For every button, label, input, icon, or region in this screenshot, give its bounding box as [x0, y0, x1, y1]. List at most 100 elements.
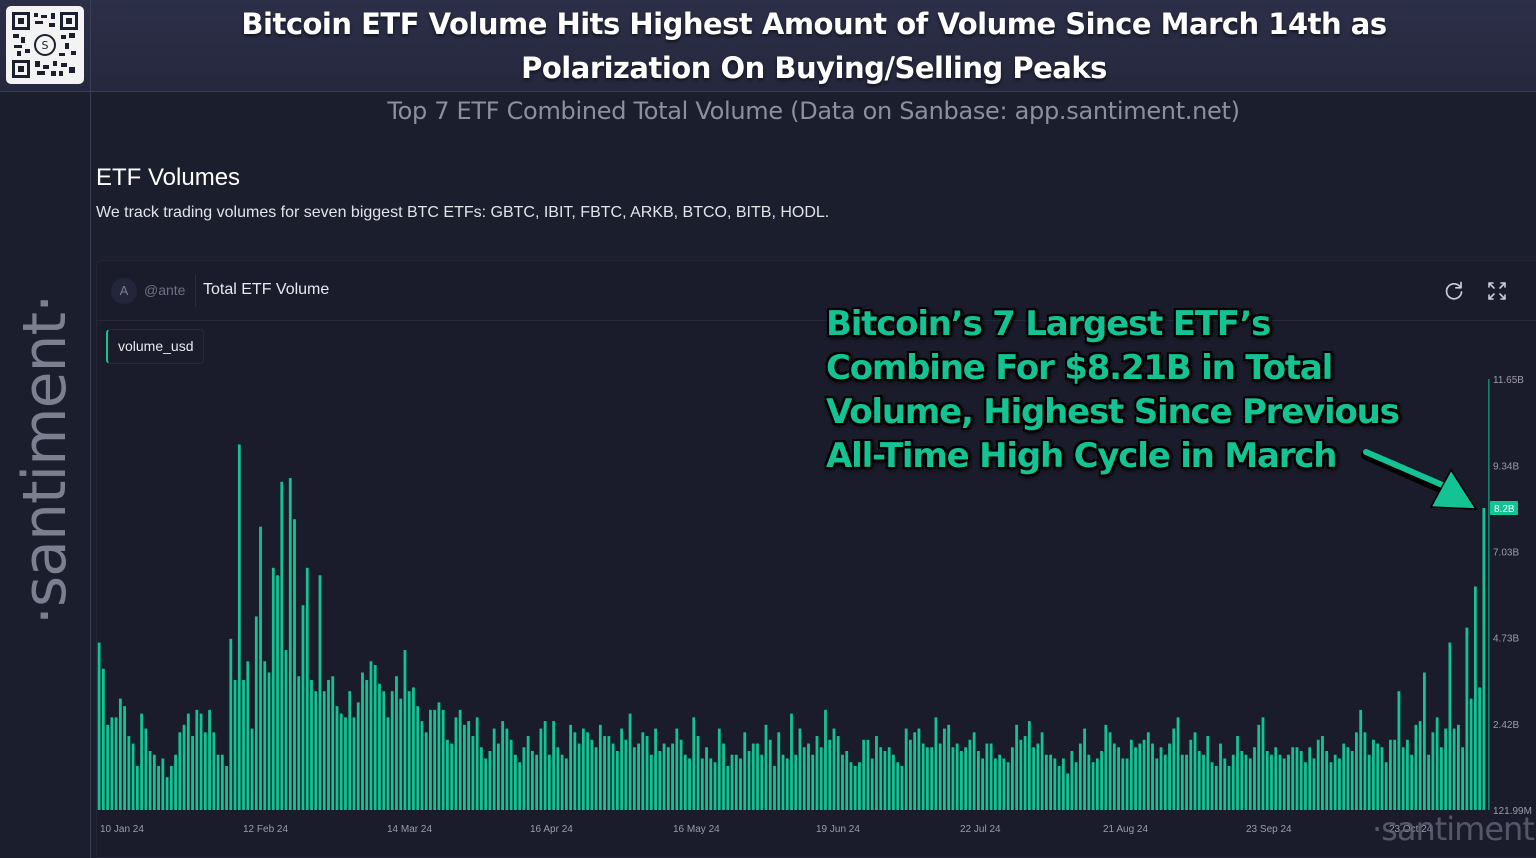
- volume-bar[interactable]: [161, 758, 165, 810]
- volume-bar[interactable]: [165, 777, 169, 810]
- volume-bar[interactable]: [1202, 754, 1205, 810]
- volume-bar[interactable]: [1087, 754, 1091, 810]
- volume-bar[interactable]: [564, 758, 568, 810]
- volume-bar[interactable]: [492, 728, 496, 810]
- volume-bar[interactable]: [1414, 724, 1418, 810]
- volume-bar[interactable]: [437, 702, 441, 810]
- volume-bar[interactable]: [225, 765, 228, 810]
- volume-bar[interactable]: [615, 751, 619, 810]
- volume-bar[interactable]: [1066, 773, 1069, 810]
- volume-bar[interactable]: [853, 765, 857, 810]
- volume-bar[interactable]: [1138, 743, 1142, 810]
- volume-bar[interactable]: [110, 717, 114, 810]
- volume-bar[interactable]: [1210, 762, 1214, 810]
- volume-bar[interactable]: [1359, 709, 1363, 810]
- volume-bar[interactable]: [666, 747, 670, 810]
- volume-bar[interactable]: [955, 743, 959, 810]
- volume-bar[interactable]: [1057, 765, 1061, 810]
- volume-bar[interactable]: [254, 616, 258, 810]
- volume-bar[interactable]: [1155, 758, 1159, 810]
- volume-bar[interactable]: [314, 691, 318, 810]
- volume-bar[interactable]: [1168, 743, 1171, 810]
- volume-bar[interactable]: [1295, 747, 1299, 810]
- volume-bar[interactable]: [1146, 732, 1150, 810]
- volume-bar[interactable]: [1172, 728, 1176, 810]
- volume-bar[interactable]: [688, 758, 691, 810]
- volume-bar[interactable]: [318, 575, 322, 810]
- volume-bar[interactable]: [467, 721, 471, 810]
- volume-bar[interactable]: [1465, 627, 1469, 810]
- volume-bar[interactable]: [471, 736, 475, 810]
- volume-bar[interactable]: [683, 754, 687, 810]
- volume-bar[interactable]: [403, 650, 407, 810]
- volume-bar[interactable]: [480, 747, 483, 810]
- volume-bar[interactable]: [1091, 762, 1095, 810]
- volume-bar[interactable]: [1401, 747, 1405, 810]
- volume-bar[interactable]: [972, 732, 976, 810]
- volume-bar[interactable]: [1206, 736, 1210, 810]
- volume-bar[interactable]: [628, 713, 632, 810]
- volume-bar[interactable]: [573, 732, 577, 810]
- volume-bar[interactable]: [101, 668, 105, 810]
- volume-bar[interactable]: [798, 728, 802, 810]
- volume-bar[interactable]: [654, 728, 657, 810]
- volume-bar[interactable]: [913, 732, 917, 810]
- volume-bar[interactable]: [348, 691, 352, 810]
- metric-chip-volume-usd[interactable]: volume_usd: [106, 329, 204, 364]
- volume-bar[interactable]: [271, 567, 275, 810]
- volume-bar[interactable]: [1044, 754, 1048, 810]
- volume-bar[interactable]: [1376, 743, 1380, 810]
- volume-bar[interactable]: [186, 713, 190, 810]
- volume-bar[interactable]: [1363, 732, 1367, 810]
- volume-bar[interactable]: [1142, 739, 1146, 810]
- volume-bar[interactable]: [730, 754, 734, 810]
- volume-bar[interactable]: [178, 732, 182, 810]
- volume-bar[interactable]: [1329, 762, 1333, 810]
- volume-bar[interactable]: [148, 751, 152, 810]
- volume-bar[interactable]: [1129, 739, 1133, 810]
- volume-bar[interactable]: [263, 661, 267, 810]
- volume-bar[interactable]: [734, 754, 738, 810]
- volume-bar[interactable]: [1214, 765, 1218, 810]
- volume-bar[interactable]: [662, 743, 666, 810]
- volume-bar[interactable]: [858, 762, 861, 810]
- volume-bar[interactable]: [543, 721, 547, 810]
- volume-bar[interactable]: [926, 747, 929, 810]
- volume-bar[interactable]: [356, 702, 360, 810]
- volume-bar[interactable]: [488, 751, 492, 810]
- volume-bar[interactable]: [1006, 762, 1010, 810]
- volume-bar[interactable]: [280, 481, 284, 810]
- volume-bar[interactable]: [1159, 747, 1163, 810]
- volume-bar[interactable]: [1367, 754, 1371, 810]
- volume-bar[interactable]: [968, 739, 972, 810]
- volume-bar[interactable]: [764, 724, 768, 810]
- volume-bar[interactable]: [819, 747, 823, 810]
- volume-bar[interactable]: [199, 713, 203, 810]
- volume-bar[interactable]: [1219, 743, 1222, 810]
- volume-bar[interactable]: [505, 728, 509, 810]
- volume-bar[interactable]: [441, 709, 445, 810]
- volume-bar[interactable]: [696, 736, 700, 810]
- volume-bar[interactable]: [118, 698, 122, 810]
- volume-bar[interactable]: [1019, 739, 1023, 810]
- volume-bar[interactable]: [407, 691, 411, 810]
- volume-bar[interactable]: [866, 739, 870, 810]
- volume-bar[interactable]: [1083, 728, 1086, 810]
- volume-bar[interactable]: [1117, 747, 1120, 810]
- volume-bar[interactable]: [212, 732, 216, 810]
- volume-bar[interactable]: [964, 747, 968, 810]
- volume-bar[interactable]: [1257, 724, 1261, 810]
- volume-bar[interactable]: [463, 724, 466, 810]
- volume-bar[interactable]: [1151, 743, 1154, 810]
- volume-bar[interactable]: [1355, 732, 1358, 810]
- volume-bar[interactable]: [454, 717, 458, 810]
- volume-bar[interactable]: [1304, 762, 1307, 810]
- volume-bar[interactable]: [216, 754, 220, 810]
- volume-bar[interactable]: [305, 567, 309, 810]
- volume-bar[interactable]: [297, 676, 301, 810]
- volume-bar[interactable]: [892, 754, 895, 810]
- volume-bar[interactable]: [399, 698, 403, 810]
- volume-bar[interactable]: [547, 754, 551, 810]
- volume-bar[interactable]: [267, 672, 271, 810]
- volume-bar[interactable]: [157, 765, 160, 810]
